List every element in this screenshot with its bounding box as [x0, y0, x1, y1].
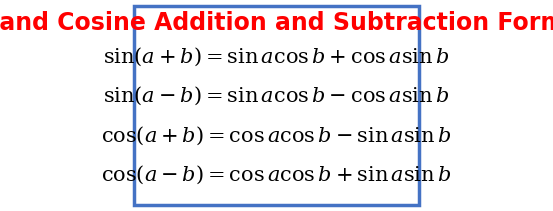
- Text: $\cos(a-b) = \cos a\cos b + \sin a\sin b$: $\cos(a-b) = \cos a\cos b + \sin a\sin b…: [101, 164, 452, 187]
- Text: $\sin(a-b) = \sin a\cos b - \cos a\sin b$: $\sin(a-b) = \sin a\cos b - \cos a\sin b…: [103, 85, 450, 107]
- Text: $\sin(a+b) = \sin a\cos b + \cos a\sin b$: $\sin(a+b) = \sin a\cos b + \cos a\sin b…: [103, 45, 450, 68]
- Text: Sine and Cosine Addition and Subtraction Formulas: Sine and Cosine Addition and Subtraction…: [0, 11, 553, 35]
- Text: $\cos(a+b) = \cos a\cos b - \sin a\sin b$: $\cos(a+b) = \cos a\cos b - \sin a\sin b…: [101, 124, 452, 147]
- FancyBboxPatch shape: [134, 5, 419, 206]
